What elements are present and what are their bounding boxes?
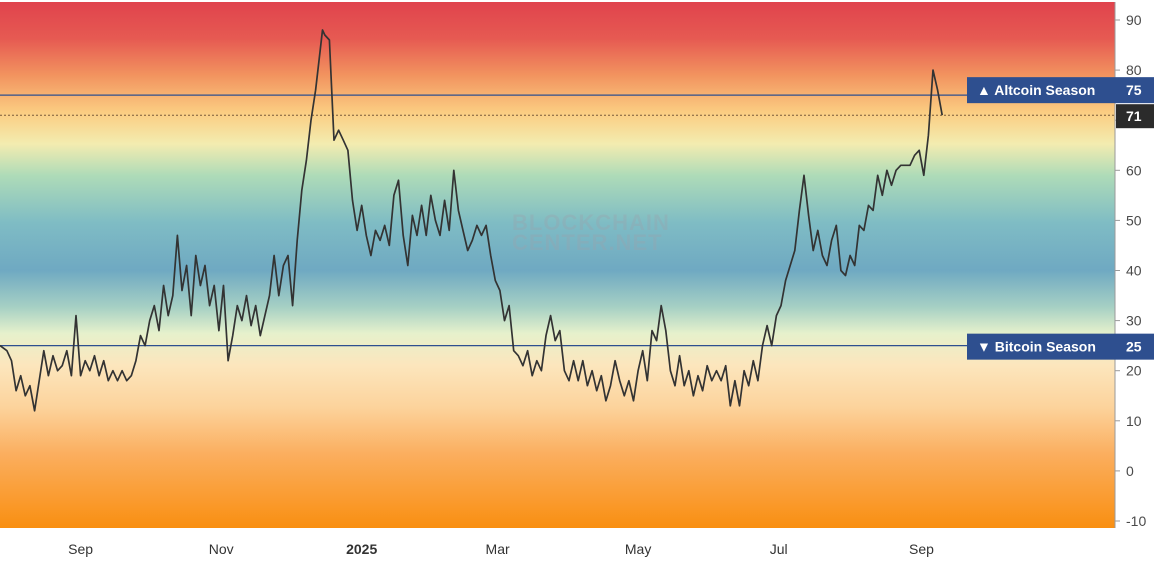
y-tick-label: 60	[1126, 162, 1142, 178]
plot-background	[0, 2, 1115, 528]
y-tick-label: 90	[1126, 12, 1142, 28]
y-axis: 9080706050403020100-10	[1115, 12, 1146, 529]
y-tick-label: 40	[1126, 263, 1142, 279]
y-tick-label: 30	[1126, 313, 1142, 329]
bitcoin-season-badge: ▼ Bitcoin Season 25	[967, 333, 1154, 360]
y-tick-label: -10	[1126, 513, 1146, 529]
x-tick-label: Sep	[68, 541, 93, 557]
last-value-badge: 71	[1116, 104, 1154, 129]
x-axis: Sep Nov 2025 Mar May Jul Sep	[68, 541, 934, 557]
watermark-line-1: BLOCKCHAIN	[512, 210, 670, 235]
watermark: BLOCKCHAIN CENTER.NET	[512, 210, 670, 255]
y-tick-label: 20	[1126, 363, 1142, 379]
x-tick-label: May	[625, 541, 651, 557]
watermark-line-2: CENTER.NET	[512, 230, 663, 255]
x-tick-label: Nov	[209, 541, 234, 557]
bitcoin-season-label: ▼ Bitcoin Season	[977, 339, 1096, 355]
x-tick-label: Mar	[486, 541, 510, 557]
altcoin-season-label: ▲ Altcoin Season	[977, 82, 1095, 98]
x-tick-label: Sep	[909, 541, 934, 557]
altcoin-season-badge: ▲ Altcoin Season 75	[967, 77, 1154, 104]
x-tick-label: 2025	[346, 541, 377, 557]
bitcoin-season-value: 25	[1126, 339, 1142, 355]
altcoin-season-value: 75	[1126, 82, 1142, 98]
y-tick-label: 50	[1126, 212, 1142, 228]
index-series-line	[0, 29, 944, 412]
x-tick-label: Jul	[770, 541, 788, 557]
y-tick-label: 0	[1126, 463, 1134, 479]
y-tick-label: 80	[1126, 62, 1142, 78]
last-value-label: 71	[1126, 108, 1142, 124]
y-tick-label: 10	[1126, 413, 1142, 429]
